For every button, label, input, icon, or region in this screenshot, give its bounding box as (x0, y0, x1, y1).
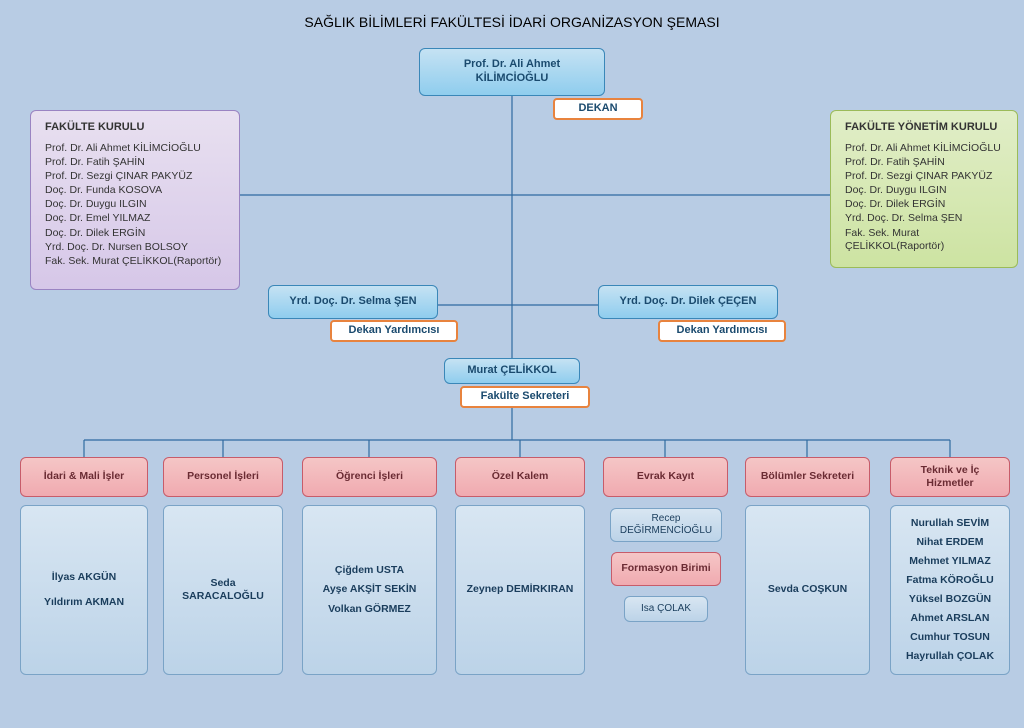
dept-person: Yıldırım AKMAN (44, 596, 124, 609)
dept-person: Seda SARACALOĞLU (170, 577, 276, 603)
dept-header: Personel İşleri (163, 457, 283, 497)
faculty-board-member: Prof. Dr. Ali Ahmet KİLİMCİOĞLU (45, 142, 221, 155)
dept-person: Zeynep DEMİRKIRAN (467, 583, 574, 596)
dean-box: Prof. Dr. Ali Ahmet KİLİMCİOĞLU (419, 48, 605, 96)
dean-role-label: DEKAN (553, 98, 643, 120)
dept-person: Hayrullah ÇOLAK (906, 650, 994, 663)
dept-header: Evrak Kayıt (603, 457, 728, 497)
evrak-unit: Formasyon Birimi (611, 552, 721, 586)
dept-header: Bölümler Sekreteri (745, 457, 870, 497)
exec-board-member: Fak. Sek. Murat ÇELİKKOL(Raportör) (845, 227, 1003, 253)
dept-body: Zeynep DEMİRKIRAN (455, 505, 585, 675)
evrak-person1: Recep DEĞİRMENCİOĞLU (610, 508, 722, 542)
secretary-box: Murat ÇELİKKOL (444, 358, 580, 384)
page-title: SAĞLIK BİLİMLERİ FAKÜLTESİ İDARİ ORGANİZ… (0, 0, 1024, 36)
faculty-board-panel: FAKÜLTE KURULU Prof. Dr. Ali Ahmet KİLİM… (30, 110, 240, 290)
dept-person: İlyas AKGÜN (52, 571, 116, 584)
vice1-role: Dekan Yardımcısı (330, 320, 458, 342)
dept-body: Seda SARACALOĞLU (163, 505, 283, 675)
faculty-board-member: Doç. Dr. Dilek ERGİN (45, 227, 221, 240)
dept-person: Nihat ERDEM (916, 536, 983, 549)
evrak-person2: Isa ÇOLAK (624, 596, 708, 622)
dept-person: Mehmet YILMAZ (909, 555, 990, 568)
vice2-box: Yrd. Doç. Dr. Dilek ÇEÇEN (598, 285, 778, 319)
dept-person: Ayşe AKŞİT SEKİN (323, 583, 417, 596)
faculty-board-member: Doç. Dr. Emel YILMAZ (45, 212, 221, 225)
secretary-role: Fakülte Sekreteri (460, 386, 590, 408)
exec-board-member: Prof. Dr. Ali Ahmet KİLİMCİOĞLU (845, 142, 1003, 155)
dept-header: İdari & Mali İşler (20, 457, 148, 497)
dept-person: Volkan GÖRMEZ (328, 603, 411, 616)
dept-body: Çiğdem USTA Ayşe AKŞİT SEKİN Volkan GÖRMEZ (302, 505, 437, 675)
faculty-board-title: FAKÜLTE KURULU (45, 121, 144, 135)
faculty-board-member: Doç. Dr. Duygu ILGIN (45, 198, 221, 211)
dept-person: Yüksel BOZGÜN (909, 593, 991, 606)
faculty-board-member: Fak. Sek. Murat ÇELİKKOL(Raportör) (45, 255, 221, 268)
exec-board-member: Prof. Dr. Fatih ŞAHİN (845, 156, 1003, 169)
dept-person: Sevda COŞKUN (768, 583, 847, 596)
faculty-board-member: Prof. Dr. Fatih ŞAHİN (45, 156, 221, 169)
dept-person: Fatma KÖROĞLU (906, 574, 994, 587)
dean-name: Prof. Dr. Ali Ahmet KİLİMCİOĞLU (426, 58, 598, 86)
exec-board-member: Prof. Dr. Sezgi ÇINAR PAKYÜZ (845, 170, 1003, 183)
dept-person: Çiğdem USTA (335, 564, 404, 577)
dept-body: İlyas AKGÜN Yıldırım AKMAN (20, 505, 148, 675)
exec-board-panel: FAKÜLTE YÖNETİM KURULU Prof. Dr. Ali Ahm… (830, 110, 1018, 268)
exec-board-member: Doç. Dr. Duygu ILGIN (845, 184, 1003, 197)
exec-board-member: Yrd. Doç. Dr. Selma ŞEN (845, 212, 1003, 225)
dept-body: Sevda COŞKUN (745, 505, 870, 675)
dept-person: Nurullah SEVİM (911, 517, 989, 530)
faculty-board-member: Yrd. Doç. Dr. Nursen BOLSOY (45, 241, 221, 254)
vice2-role: Dekan Yardımcısı (658, 320, 786, 342)
exec-board-member: Doç. Dr. Dilek ERGİN (845, 198, 1003, 211)
dept-person: Cumhur TOSUN (910, 631, 990, 644)
dept-header: Özel Kalem (455, 457, 585, 497)
faculty-board-member: Doç. Dr. Funda KOSOVA (45, 184, 221, 197)
dept-header: Teknik ve İç Hizmetler (890, 457, 1010, 497)
faculty-board-member: Prof. Dr. Sezgi ÇINAR PAKYÜZ (45, 170, 221, 183)
dept-person: Ahmet ARSLAN (911, 612, 990, 625)
dept-header: Öğrenci İşleri (302, 457, 437, 497)
exec-board-title: FAKÜLTE YÖNETİM KURULU (845, 121, 997, 135)
dept-body: Nurullah SEVİM Nihat ERDEM Mehmet YILMAZ Fa… (890, 505, 1010, 675)
vice1-box: Yrd. Doç. Dr. Selma ŞEN (268, 285, 438, 319)
